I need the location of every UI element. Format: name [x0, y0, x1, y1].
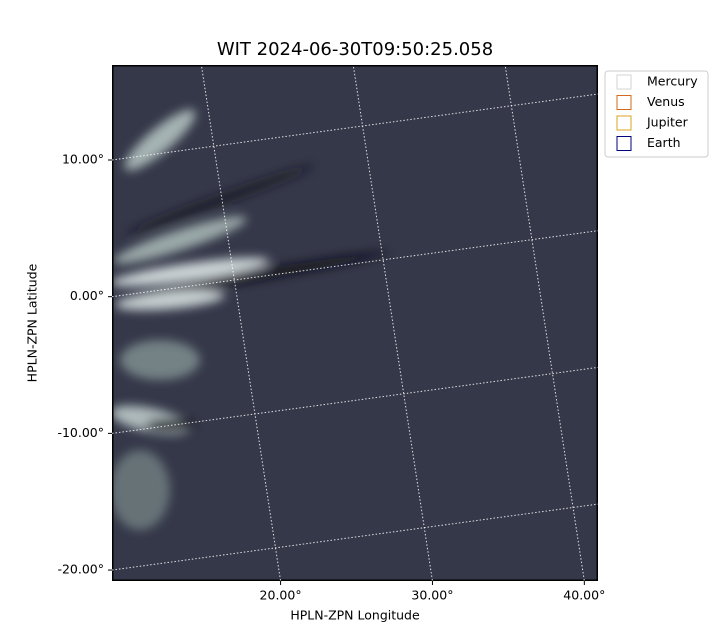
legend-swatch — [616, 95, 632, 110]
legend-label: Jupiter — [646, 115, 689, 130]
x-tick-label: 30.00° — [411, 588, 453, 603]
grid-line — [200, 65, 282, 581]
legend-swatch — [616, 115, 632, 131]
chart-title: WIT 2024-06-30T09:50:25.058 — [217, 39, 493, 60]
x-tick-label: 20.00° — [260, 588, 302, 603]
image — [112, 65, 598, 581]
y-tick-label: 0.00° — [70, 288, 104, 303]
grid-line — [352, 65, 433, 581]
legend-label: Venus — [647, 94, 685, 109]
x-tick-label: 40.00° — [563, 588, 605, 603]
y-tick-label: 10.00° — [62, 151, 104, 166]
grid-line — [112, 93, 598, 161]
grid-line — [112, 230, 598, 298]
legend-swatch — [616, 136, 632, 151]
legend-label: Mercury — [647, 74, 698, 89]
y-tick-label: -20.00° — [57, 562, 104, 577]
legend-swatch — [616, 74, 632, 90]
grid-line — [112, 366, 598, 434]
grid-line — [112, 503, 598, 571]
legend-label: Earth — [647, 135, 681, 150]
legend: Mercury Venus Jupiter Earth — [604, 70, 709, 158]
grid-line — [504, 65, 585, 581]
y-axis-label: HPLN-ZPN Latitude — [25, 263, 40, 382]
y-tick-label: -10.00° — [57, 425, 104, 440]
x-axis-label: HPLN-ZPN Longitude — [290, 608, 420, 623]
